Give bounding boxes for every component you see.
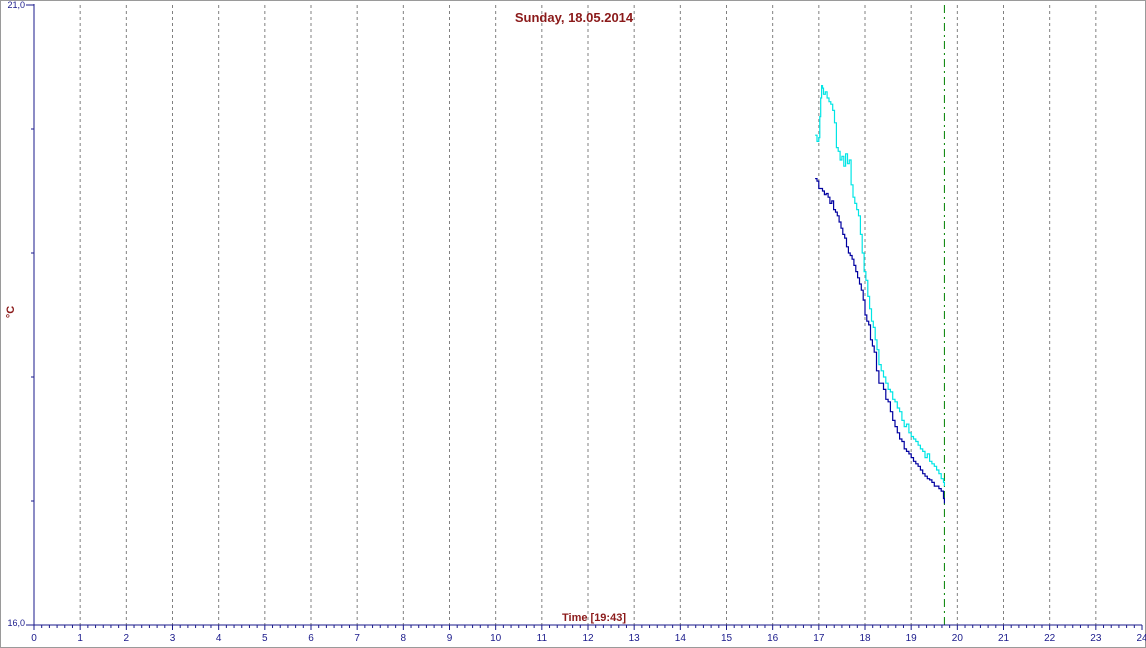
x-tick-label: 16 — [767, 633, 779, 644]
x-tick-label: 14 — [675, 633, 687, 644]
x-tick-label: 2 — [124, 633, 130, 644]
x-tick-label: 8 — [401, 633, 407, 644]
x-tick-label: 7 — [354, 633, 360, 644]
x-tick-label: 11 — [537, 633, 548, 644]
x-tick-label: 18 — [859, 633, 871, 644]
y-axis-title: °C — [5, 306, 17, 318]
chart-title: Sunday, 18.05.2014 — [515, 10, 634, 25]
series-line-2 — [815, 178, 945, 504]
x-tick-label: 4 — [216, 633, 222, 644]
x-tick-label: 0 — [31, 633, 37, 644]
x-tick-label: 23 — [1090, 633, 1102, 644]
series-group — [815, 85, 945, 504]
x-tick-label: 6 — [308, 633, 314, 644]
y-tick-label-top: 21,0 — [7, 0, 25, 10]
x-tick-label: 5 — [262, 633, 268, 644]
x-tick-label: 22 — [1044, 633, 1056, 644]
axes: 0 1 2 3 4 5 6 7 8 9 10 11 12 13 14 15 16 17 18 19 20 21 22 23 24 — [26, 4, 1146, 644]
x-tick-label: 15 — [721, 633, 733, 644]
x-tick-label: 17 — [813, 633, 825, 644]
series-line-1 — [815, 85, 945, 487]
x-tick-label: 12 — [582, 633, 594, 644]
x-tick-label: 21 — [998, 633, 1010, 644]
grid-lines — [79, 5, 1097, 625]
x-tick-label: 13 — [629, 633, 641, 644]
x-axis-title: Time [19:43] — [562, 612, 626, 624]
x-tick-label: 19 — [906, 633, 918, 644]
x-tick-label: 10 — [490, 633, 502, 644]
y-tick-label-bottom: 16,0 — [7, 618, 25, 628]
x-tick-label: 20 — [952, 633, 964, 644]
x-tick-label: 9 — [447, 633, 453, 644]
x-tick-label: 24 — [1136, 633, 1146, 644]
x-tick-label: 1 — [77, 633, 83, 644]
x-tick-label: 3 — [170, 633, 176, 644]
